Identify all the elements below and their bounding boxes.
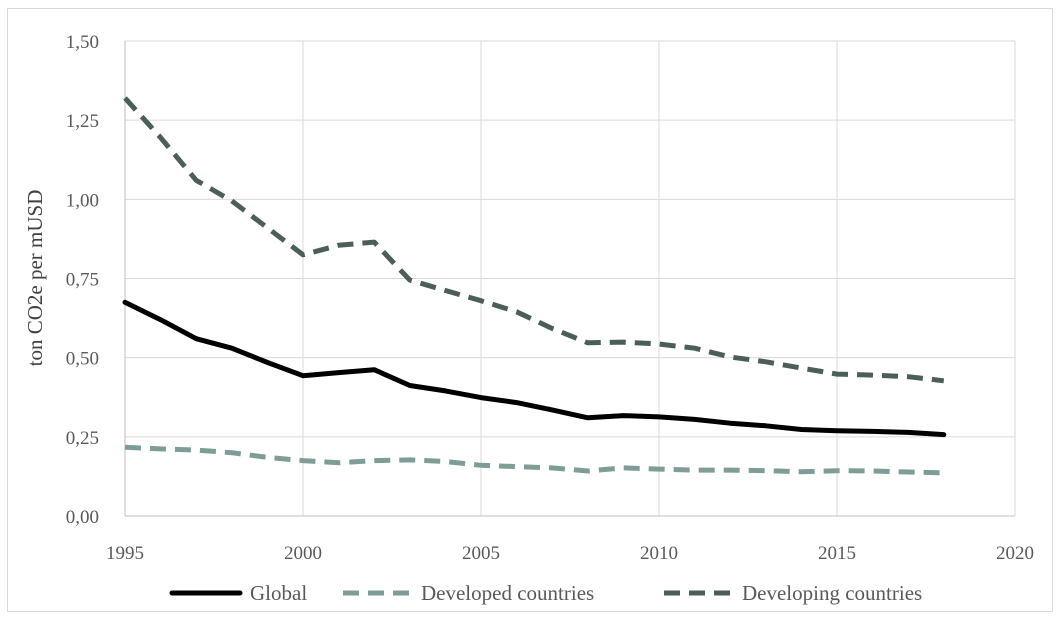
legend-label-0: Global <box>250 581 307 605</box>
x-tick-label: 2020 <box>996 543 1034 564</box>
legend-label-2: Developing countries <box>742 581 922 605</box>
y-tick-label: 0,00 <box>66 507 99 528</box>
y-tick-label: 0,75 <box>66 270 99 291</box>
series-lines <box>122 96 947 476</box>
grid <box>125 40 1016 516</box>
y-tick-label: 1,00 <box>66 190 99 211</box>
legend-label-1: Developed countries <box>421 581 594 605</box>
series-line-0 <box>122 299 947 438</box>
chart-frame <box>7 8 1053 612</box>
y-axis-title: ton CO2e per mUSD <box>23 190 47 367</box>
y-tick-label: 1,25 <box>66 111 99 132</box>
x-tick-label: 2005 <box>462 543 500 564</box>
series-line-2 <box>123 96 945 384</box>
axes <box>124 41 1015 517</box>
y-tick-label: 1,50 <box>66 32 99 53</box>
x-tick-label: 2015 <box>818 543 856 564</box>
series-line-1 <box>124 444 944 476</box>
tick-labels: 0,00 0,25 0,50 0,75 1,00 1,25 1,50 1995 2000 2005… <box>66 32 1034 564</box>
x-tick-label: 2000 <box>284 543 322 564</box>
legend: Global Developed countries Developing coun… <box>169 581 922 605</box>
x-tick-label: 1995 <box>106 543 144 564</box>
y-tick-label: 0,50 <box>66 349 99 370</box>
x-tick-label: 2010 <box>640 543 678 564</box>
y-tick-label: 0,25 <box>66 428 99 449</box>
